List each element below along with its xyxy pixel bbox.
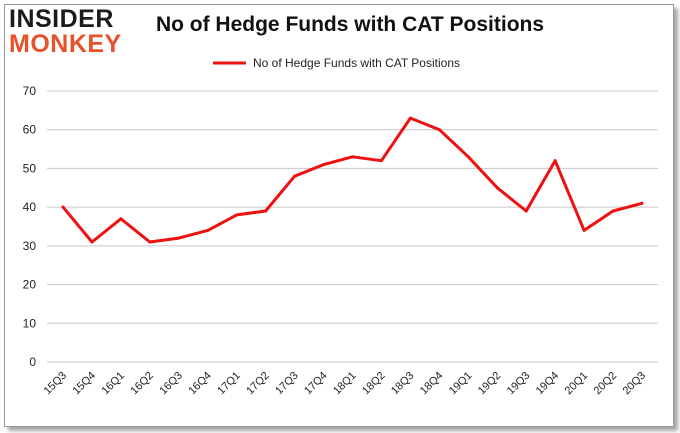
x-tick-label: 16Q2 bbox=[128, 370, 156, 398]
x-tick-label: 16Q3 bbox=[157, 370, 185, 398]
data-point bbox=[524, 209, 528, 213]
data-point bbox=[495, 186, 499, 190]
x-tick-label: 15Q4 bbox=[71, 370, 99, 398]
logo-line-2: MONKEY bbox=[9, 30, 122, 58]
chart-title: No of Hedge Funds with CAT Positions bbox=[155, 13, 545, 36]
y-tick-label: 40 bbox=[23, 200, 37, 214]
x-tick-label: 17Q2 bbox=[244, 370, 272, 398]
insider-monkey-logo: INSIDER MONKEY bbox=[9, 6, 129, 58]
data-point bbox=[466, 155, 470, 159]
x-tick-label: 19Q1 bbox=[447, 370, 475, 398]
data-point bbox=[148, 240, 152, 244]
x-tick-label: 15Q3 bbox=[42, 370, 70, 398]
data-point bbox=[437, 128, 441, 132]
data-point bbox=[206, 228, 210, 232]
data-point bbox=[264, 209, 268, 213]
x-axis-ticks: 15Q3 15Q4 16Q1 16Q2 16Q3 16Q4 17Q1 17Q2 17Q3 17Q4… bbox=[42, 370, 649, 398]
grid-lines bbox=[47, 90, 658, 363]
y-tick-label: 20 bbox=[23, 278, 37, 292]
y-axis-ticks: 0 10 20 30 40 50 60 70 bbox=[23, 84, 37, 369]
x-tick-label: 20Q3 bbox=[621, 370, 649, 398]
x-tick-label: 20Q1 bbox=[563, 370, 591, 398]
data-point bbox=[322, 163, 326, 167]
x-tick-label: 17Q1 bbox=[215, 370, 243, 398]
x-tick-label: 18Q1 bbox=[331, 370, 359, 398]
x-tick-label: 19Q4 bbox=[534, 370, 562, 398]
x-tick-label: 18Q4 bbox=[418, 370, 446, 398]
data-point bbox=[90, 240, 94, 244]
x-tick-label: 17Q3 bbox=[273, 370, 301, 398]
x-tick-label: 19Q2 bbox=[476, 370, 504, 398]
y-tick-label: 60 bbox=[23, 123, 37, 137]
data-point bbox=[553, 159, 557, 163]
x-tick-label: 16Q4 bbox=[186, 370, 214, 398]
data-point bbox=[235, 213, 239, 217]
legend-label: No of Hedge Funds with CAT Positions bbox=[253, 56, 460, 70]
data-point bbox=[177, 236, 181, 240]
x-tick-label: 19Q3 bbox=[505, 370, 533, 398]
data-point bbox=[293, 174, 297, 178]
logo-line-1: INSIDER bbox=[9, 5, 114, 33]
data-point bbox=[351, 155, 354, 159]
x-tick-label: 18Q3 bbox=[389, 370, 417, 398]
data-point bbox=[611, 209, 615, 213]
data-point bbox=[408, 116, 412, 120]
data-point bbox=[640, 201, 644, 205]
y-tick-label: 30 bbox=[23, 239, 37, 253]
x-tick-label: 18Q2 bbox=[360, 370, 388, 398]
x-tick-label: 17Q4 bbox=[302, 370, 330, 398]
y-tick-label: 70 bbox=[23, 84, 37, 98]
y-tick-label: 50 bbox=[23, 161, 37, 175]
series-layer bbox=[61, 116, 644, 244]
series-line bbox=[61, 116, 644, 244]
y-tick-label: 0 bbox=[29, 355, 36, 369]
data-point bbox=[61, 205, 65, 209]
legend: No of Hedge Funds with CAT Positions bbox=[213, 56, 460, 70]
data-point bbox=[119, 217, 123, 221]
data-point bbox=[379, 159, 383, 163]
chart-frame bbox=[4, 4, 674, 427]
data-point bbox=[582, 228, 586, 232]
y-tick-label: 10 bbox=[23, 316, 37, 330]
x-tick-label: 20Q2 bbox=[592, 370, 620, 398]
x-tick-label: 16Q1 bbox=[99, 370, 127, 398]
